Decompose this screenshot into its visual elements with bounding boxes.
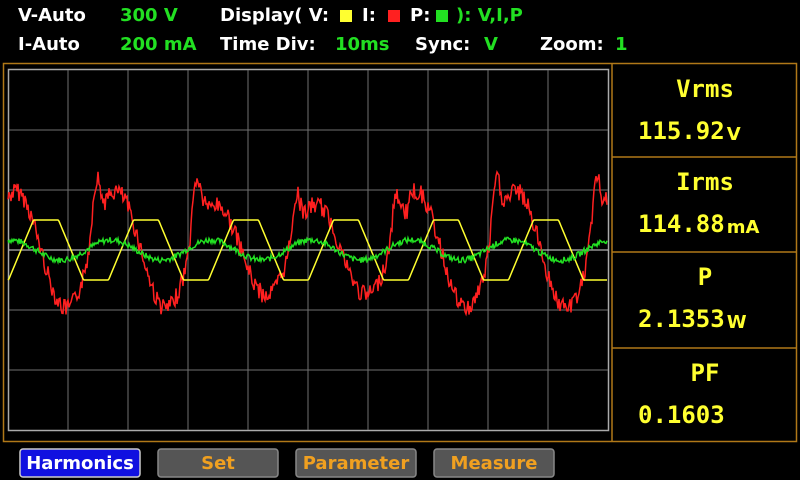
status-value: 200 mA <box>120 34 197 55</box>
current-wave <box>7 169 608 317</box>
status-text: Display( V: <box>220 5 329 26</box>
button[interactable] <box>19 448 141 478</box>
measure-unit: mA <box>727 217 760 238</box>
measure-value: 114.88 <box>638 210 725 238</box>
status-text: Sync: <box>415 34 470 55</box>
measure-unit: V <box>727 124 741 145</box>
button-label[interactable]: Set <box>201 453 235 474</box>
p-color <box>436 10 448 22</box>
status-text: V-Auto <box>18 5 86 26</box>
measure-value: 0.1603 <box>638 401 725 429</box>
button-label[interactable]: Parameter <box>303 453 410 474</box>
button[interactable] <box>433 448 555 478</box>
measure-unit: W <box>727 312 747 333</box>
status-value: 1 <box>615 34 628 55</box>
measure-label: PF <box>691 359 720 387</box>
measure-label: P <box>698 263 712 291</box>
measure-label: Irms <box>676 168 734 196</box>
status-text: Time Div: <box>220 34 316 55</box>
button[interactable] <box>157 448 279 478</box>
status-value: V <box>484 34 498 55</box>
power-wave <box>7 235 608 265</box>
status-text: I-Auto <box>18 34 80 55</box>
measure-label: Vrms <box>676 75 734 103</box>
status-value: 300 V <box>120 5 178 26</box>
status-value: 10ms <box>335 34 390 55</box>
button-label[interactable]: Measure <box>451 453 538 474</box>
measure-value: 115.92 <box>638 117 725 145</box>
i-color <box>388 10 400 22</box>
voltage-wave <box>7 219 607 281</box>
status-text: I: <box>362 5 376 26</box>
button-bar: Harmonics Set Parameter Measure <box>19 448 555 478</box>
v-color <box>340 10 352 22</box>
panel-lines <box>611 64 797 441</box>
measurement-panel: Vrms 115.92 V Irms 114.88 mA P 2.1353 W PF 0.1603 <box>638 75 759 429</box>
button-label[interactable]: Harmonics <box>26 453 134 474</box>
measure-value: 2.1353 <box>638 305 725 333</box>
button[interactable] <box>295 448 417 478</box>
status-value: ): V,I,P <box>456 5 523 26</box>
status-text: P: <box>410 5 430 26</box>
waveforms <box>7 169 608 317</box>
status-text: Zoom: <box>540 34 604 55</box>
